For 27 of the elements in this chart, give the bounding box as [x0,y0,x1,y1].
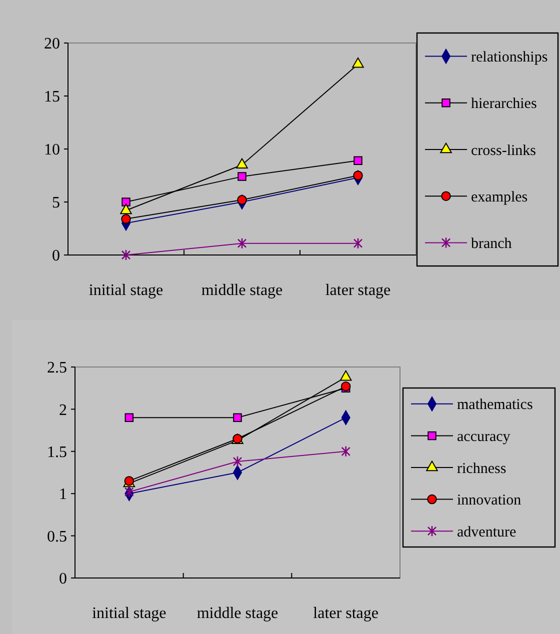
y-tick-label: 1.5 [47,444,67,461]
y-tick-label: 2.5 [47,360,67,377]
legend-label: accuracy [457,428,511,445]
y-tick-label: 5 [52,194,60,212]
x-tick-label: middle stage [201,282,283,299]
y-tick-label: 10 [44,142,60,159]
legend-label: innovation [457,492,522,509]
x-tick-label: later stage [325,282,391,299]
y-tick-label: 20 [44,36,60,53]
legend-label: hierarchies [471,96,537,112]
legend-label: mathematics [457,397,533,414]
legend-label: relationships [471,50,548,66]
y-tick-label: 0 [59,570,67,588]
y-tick-label: 0.5 [47,528,67,546]
x-tick-label: middle stage [196,605,278,622]
legend-label: richness [457,460,506,477]
legend-label: branch [471,236,512,252]
legend-label: adventure [457,524,516,540]
y-tick-label: 1 [59,486,67,504]
x-tick-label: later stage [313,605,378,622]
x-tick-label: initial stage [92,605,166,622]
x-tick-label: initial stage [88,282,164,299]
y-tick-label: 2 [59,402,67,419]
y-tick-label: 0 [52,248,60,265]
legend-label: cross-links [471,142,536,159]
legend-label: examples [471,189,528,206]
y-tick-label: 15 [44,88,60,106]
